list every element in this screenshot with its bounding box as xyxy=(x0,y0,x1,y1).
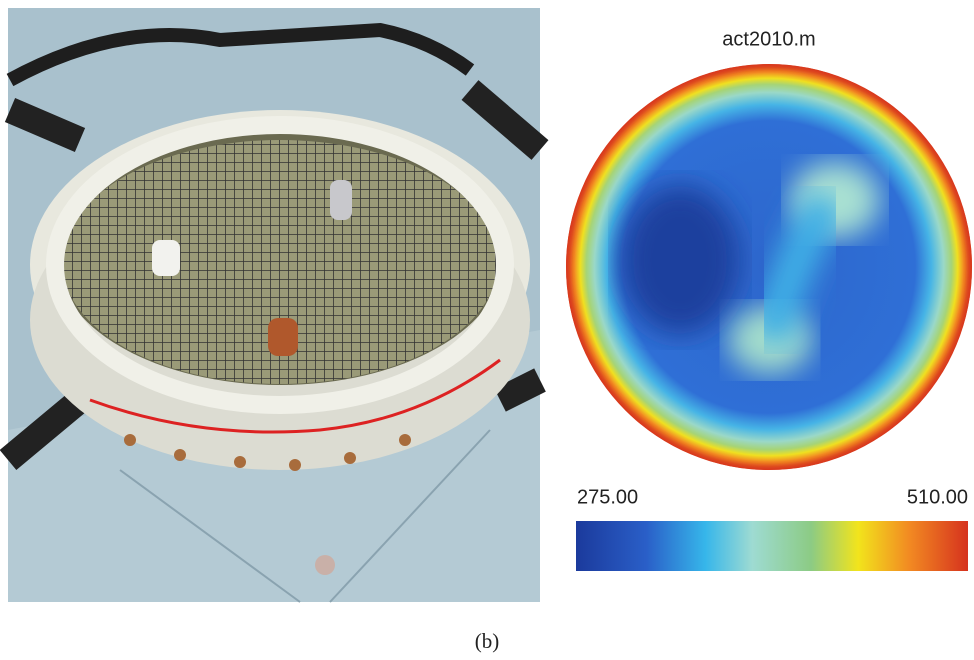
heatmap-title: act2010.m xyxy=(722,28,815,50)
colorbar-min-label: 275.00 xyxy=(577,486,638,508)
heatmap: act2010.m 275.00 510.00 xyxy=(566,28,972,571)
figure: act2010.m 275.00 510.00 (b) xyxy=(0,0,974,660)
colorbar-max-label: 510.00 xyxy=(907,486,968,508)
caption: (b) xyxy=(475,629,500,653)
photo xyxy=(8,8,540,602)
colorbar xyxy=(576,521,968,571)
